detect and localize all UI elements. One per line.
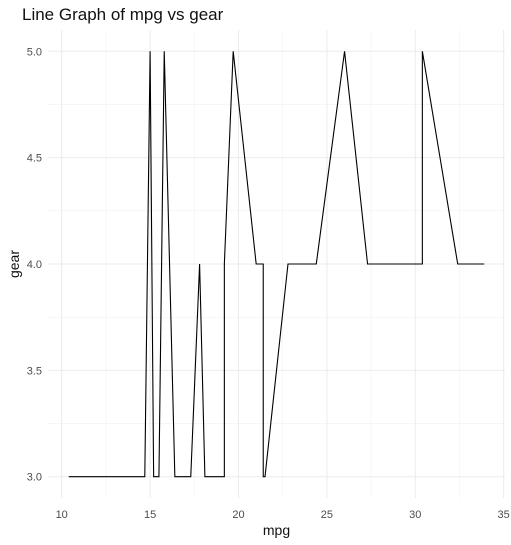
y-tick-label: 3.5	[27, 365, 42, 377]
x-tick-label: 25	[321, 509, 333, 521]
y-tick-label: 3.0	[27, 472, 42, 484]
x-axis-title: mpg	[263, 522, 290, 538]
chart-title: Line Graph of mpg vs gear	[22, 5, 224, 24]
y-tick-label: 4.5	[27, 153, 42, 165]
series-line	[68, 51, 485, 478]
x-tick-label: 15	[144, 509, 156, 521]
y-tick-label: 5.0	[27, 46, 42, 58]
y-tick-label: 4.0	[27, 259, 42, 271]
x-tick-label: 20	[232, 509, 244, 521]
y-axis-title: gear	[6, 250, 22, 278]
x-tick-label: 35	[498, 509, 510, 521]
x-tick-label: 10	[56, 509, 68, 521]
x-tick-label: 30	[409, 509, 421, 521]
